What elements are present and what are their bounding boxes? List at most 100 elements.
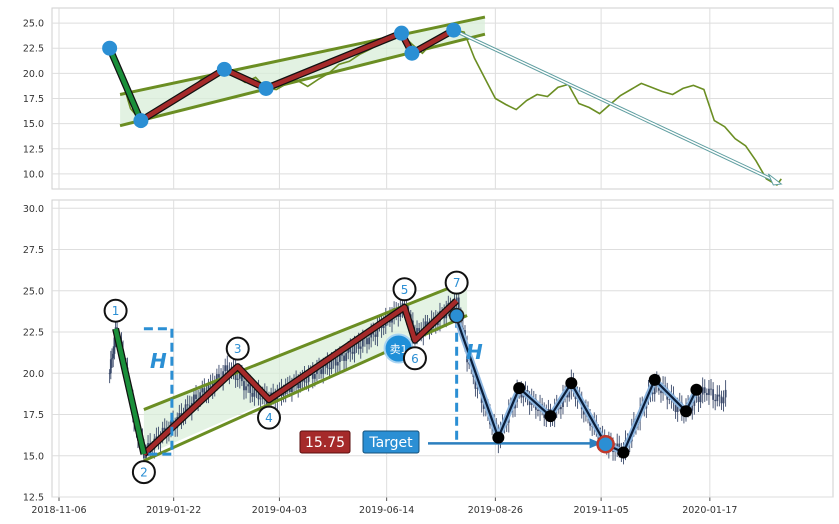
- candle-body: [366, 338, 368, 345]
- top-zigzag-first: [107, 47, 143, 122]
- candle-body: [282, 394, 285, 396]
- candle-body: [215, 374, 218, 384]
- candle-body: [712, 389, 715, 400]
- pivot-label: 7: [453, 276, 461, 290]
- candle-body: [361, 336, 364, 347]
- candle-body: [247, 384, 250, 387]
- candle-body: [559, 406, 562, 410]
- forecast-marker: [617, 446, 630, 459]
- candle-body: [382, 326, 385, 329]
- candle-body: [195, 394, 197, 400]
- pivot-7-node: [448, 307, 465, 324]
- candle-body: [416, 328, 418, 338]
- top-y-tick-label: 15.0: [23, 119, 44, 130]
- bottom-y-tick-label: 15.0: [23, 451, 44, 462]
- candle-body: [178, 413, 181, 417]
- candle-body: [184, 404, 187, 416]
- candle-body: [224, 365, 227, 372]
- top-y-tick-label: 22.5: [23, 44, 44, 55]
- candle-body: [418, 328, 421, 332]
- candle-body: [226, 365, 229, 372]
- height-label-right: H: [466, 340, 483, 364]
- candle-body: [457, 297, 460, 318]
- candle-body: [257, 389, 260, 400]
- bottom-y-tick-label: 25.0: [23, 286, 44, 297]
- pivot-label-circle: [402, 346, 427, 371]
- candle-body: [274, 398, 277, 402]
- bottom-channel-upper: [143, 279, 468, 411]
- pivot-label-circle: [256, 405, 281, 430]
- candle-body: [455, 297, 458, 302]
- top-zigzag-node: [216, 61, 232, 77]
- pivot-label: 3: [234, 342, 242, 356]
- candle-body: [353, 344, 356, 354]
- candle-body: [343, 355, 345, 361]
- top-projection-arrow-core: [453, 29, 774, 181]
- candle-body: [349, 346, 352, 352]
- candle-body: [291, 386, 293, 392]
- candle-body: [311, 371, 314, 379]
- pivot-label: 2: [140, 466, 148, 480]
- candle-body: [708, 388, 710, 396]
- candle-body: [724, 389, 727, 398]
- candle-body: [653, 382, 656, 395]
- candle-body: [299, 379, 302, 389]
- candle-body: [351, 351, 354, 354]
- candle-body: [336, 361, 339, 366]
- forecast-marker: [690, 383, 703, 396]
- candle-body: [668, 399, 671, 401]
- top-zigzag: [139, 28, 455, 123]
- candle-body: [330, 359, 333, 370]
- annotations: 15.75 Target H H: [150, 340, 483, 454]
- candle-body: [251, 392, 254, 397]
- candle-body: [201, 388, 204, 393]
- candle-body: [155, 436, 158, 439]
- candle-body: [714, 399, 717, 402]
- candle-body: [705, 393, 708, 396]
- candle-body: [676, 406, 679, 413]
- top-y-tick-label: 20.0: [23, 69, 44, 80]
- candle-body: [703, 387, 706, 394]
- candle-body: [240, 373, 243, 382]
- target-box-label: Target: [368, 435, 413, 451]
- candle-body: [313, 374, 316, 379]
- bottom-zigzag-first: [113, 328, 147, 455]
- x-tick-label: 2019-08-26: [468, 505, 523, 516]
- sell-marker-label: 卖1: [390, 343, 408, 356]
- top-zigzag-node: [404, 45, 420, 61]
- pivot-label-circle: [131, 460, 156, 485]
- candle-body: [660, 390, 662, 394]
- h-bracket-left: [143, 327, 174, 456]
- forecast-marker: [492, 431, 505, 444]
- top-zigzag-node: [133, 113, 149, 129]
- x-tick-label: 2019-01-22: [146, 505, 201, 516]
- candle-body: [720, 396, 723, 404]
- candle-body: [651, 392, 654, 395]
- pivot-label: 1: [112, 304, 120, 318]
- candle-body: [368, 337, 370, 345]
- candle-body: [322, 366, 325, 375]
- candle-body: [218, 374, 220, 378]
- top-panel: 10.0 12.5 15.0 17.5 20.0 22.5 25.0: [23, 7, 834, 190]
- candle-body: [163, 427, 166, 430]
- candle-body: [326, 360, 329, 368]
- top-y-tick-label: 10.0: [23, 169, 44, 180]
- top-zigzag-node: [446, 22, 462, 38]
- pivot-label-circle: [103, 298, 128, 323]
- bottom-y-tick-label: 22.5: [23, 328, 44, 339]
- candle-body: [234, 369, 237, 380]
- top-channel-upper: [119, 15, 486, 96]
- candle-body: [238, 373, 241, 379]
- top-y-tick-label: 25.0: [23, 19, 44, 30]
- candle-body: [328, 367, 331, 370]
- candle-body: [334, 358, 337, 366]
- candle-body: [374, 334, 377, 337]
- target-box: [362, 430, 420, 454]
- candle-body: [376, 326, 379, 337]
- height-label-left: H: [150, 349, 167, 373]
- forecast-marker: [513, 382, 526, 395]
- candle-body: [537, 409, 539, 411]
- candle-body: [113, 337, 116, 354]
- candle-body: [207, 383, 210, 394]
